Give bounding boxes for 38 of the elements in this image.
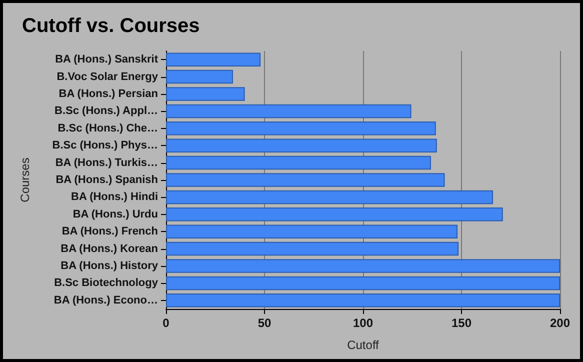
bar <box>166 173 445 187</box>
y-axis-title: Courses <box>18 158 32 202</box>
y-tick-label: BA (Hons.) Turkis… <box>55 156 158 169</box>
x-tick-label: 100 <box>352 316 374 330</box>
bar <box>166 87 245 101</box>
x-tick-label: 200 <box>550 316 570 330</box>
y-tick-label: B.Sc (Hons.) Che… <box>58 122 158 134</box>
bar <box>166 242 459 256</box>
y-tick-label: B.Sc (Hons.) Phys… <box>52 140 158 152</box>
y-tick-label: BA (Hons.) History <box>60 260 159 272</box>
x-tick-label: 0 <box>162 316 170 330</box>
y-tick-label: B.Voc Solar Energy <box>56 70 159 83</box>
y-tick-label: BA (Hons.) Urdu <box>72 208 158 220</box>
x-tick-label: 50 <box>258 316 272 330</box>
bar <box>166 122 436 136</box>
y-tick-label: B.Sc (Hons.) Appl… <box>54 105 158 118</box>
y-tick-label: BA (Hons.) Persian <box>58 88 158 100</box>
bar <box>166 208 503 222</box>
bar <box>166 70 233 84</box>
bar <box>166 276 560 290</box>
bar <box>166 190 494 204</box>
x-tick-label: 150 <box>451 316 472 330</box>
bar <box>166 156 431 170</box>
chart-title: Cutoff vs. Courses <box>22 15 200 37</box>
bar <box>166 104 412 118</box>
bar <box>166 259 560 273</box>
bar <box>166 52 261 66</box>
y-tick-label: BA (Hons.) French <box>62 226 158 238</box>
y-tick-label: BA (Hons.) Spanish <box>56 174 158 186</box>
y-tick-label: B.Sc Biotechnology <box>54 277 159 290</box>
y-tick-label: BA (Hons.) Korean <box>60 242 158 255</box>
y-tick-label: BA (Hons.) Econo… <box>54 294 158 306</box>
bar <box>166 224 458 238</box>
y-tick-label: BA (Hons.) Hindi <box>71 191 158 204</box>
bar <box>166 294 560 308</box>
y-tick-label: BA (Hons.) Sanskrit <box>55 54 158 66</box>
x-axis-title: Cutoff <box>347 338 380 352</box>
bar <box>166 138 437 152</box>
